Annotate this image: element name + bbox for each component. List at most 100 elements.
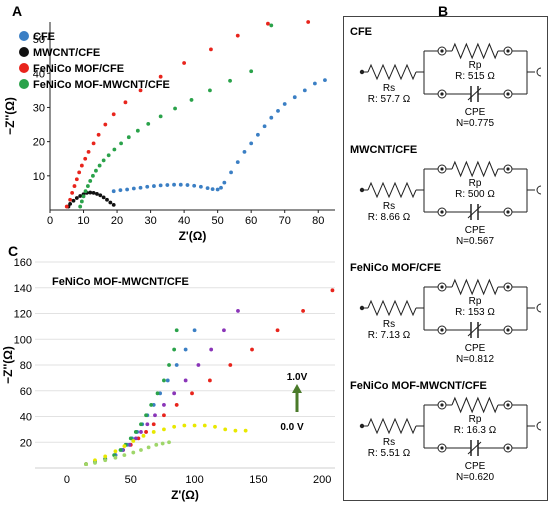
data-point-c-4 — [122, 444, 127, 449]
cpe-n-value-2: N=0.812 — [456, 354, 495, 365]
data-point-a-2 — [79, 163, 84, 168]
terminal-right-3 — [536, 421, 542, 431]
y-tick-label-a: 30 — [33, 102, 45, 114]
data-point-a-0 — [235, 160, 240, 165]
data-point-a-2 — [158, 74, 163, 79]
y-tick-label-c: 60 — [20, 386, 32, 398]
rp-value-3: R: 16.3 Ω — [454, 425, 497, 436]
data-point-a-1 — [95, 192, 99, 196]
node-1-dot — [506, 210, 510, 214]
data-point-a-1 — [88, 190, 93, 195]
data-point-a-0 — [192, 183, 197, 188]
rs-value-1: R: 8.66 Ω — [368, 212, 411, 223]
legend-label-a-0: CFE — [33, 31, 55, 43]
y-tick-label-a: 40 — [33, 68, 45, 80]
y-tick-label-c: 20 — [20, 437, 32, 449]
node-1-dot — [440, 167, 444, 171]
data-point-a-3 — [189, 98, 194, 102]
data-point-a-0 — [145, 184, 150, 189]
data-point-c-1 — [139, 430, 143, 434]
data-point-c-3 — [144, 413, 148, 418]
data-point-c-0 — [301, 309, 305, 313]
data-point-c-5 — [131, 450, 136, 455]
data-point-a-3 — [91, 173, 95, 178]
panel-letter-b: B — [438, 3, 449, 19]
cpe-n-value-3: N=0.620 — [456, 472, 495, 483]
data-point-a-1 — [105, 197, 109, 202]
data-point-a-0 — [312, 81, 317, 86]
arrow-bottom-label: 0.0 V — [280, 422, 304, 433]
data-point-c-5 — [146, 445, 151, 450]
data-point-a-2 — [182, 61, 187, 65]
rs-label-2: Rs — [383, 319, 395, 330]
data-point-c-3 — [172, 347, 177, 352]
data-point-a-0 — [172, 182, 176, 187]
y-tick-label-a: 10 — [33, 171, 45, 183]
data-point-c-1 — [162, 403, 166, 407]
data-point-a-1 — [74, 196, 79, 200]
data-point-c-4 — [172, 424, 177, 429]
data-point-a-3 — [94, 168, 98, 173]
x-tick-label-a: 80 — [312, 215, 324, 227]
data-point-a-0 — [165, 183, 170, 187]
node-3-dot — [506, 403, 510, 407]
rp-resistor-2 — [451, 278, 499, 296]
x-tick-label-a: 50 — [212, 215, 224, 227]
data-point-a-3 — [112, 147, 117, 152]
rp-resistor-1 — [451, 160, 499, 178]
data-point-a-0 — [219, 185, 223, 190]
data-point-c-1 — [145, 422, 150, 427]
legend-marker-a-0 — [19, 31, 29, 41]
data-point-c-4 — [141, 433, 146, 438]
y-axis-label-c: −Z''(Ω) — [1, 346, 15, 384]
y-tick-label-a: 20 — [33, 137, 45, 149]
data-point-a-2 — [68, 197, 73, 202]
rp-value-1: R: 500 Ω — [455, 189, 495, 200]
data-point-c-4 — [103, 454, 108, 459]
data-point-a-0 — [282, 102, 287, 106]
cpe-label-3: CPE — [465, 461, 486, 472]
data-point-c-4 — [131, 439, 136, 443]
circuit-title-0: CFE — [350, 26, 372, 38]
data-point-c-3 — [155, 391, 160, 396]
x-tick-label-a: 30 — [144, 215, 156, 227]
data-point-c-4 — [162, 427, 166, 432]
node-1-dot — [440, 210, 444, 214]
data-point-a-3 — [135, 128, 140, 133]
data-point-a-3 — [106, 153, 111, 158]
data-point-c-5 — [139, 448, 143, 452]
data-point-a-0 — [242, 149, 247, 154]
y-tick-label-c: 140 — [14, 283, 32, 295]
legend-label-a-1: MWCNT/CFE — [33, 47, 100, 59]
node-0-dot — [506, 92, 510, 96]
data-point-a-2 — [77, 170, 82, 175]
data-point-c-1 — [236, 309, 240, 313]
data-point-a-3 — [88, 179, 93, 183]
data-point-c-2 — [192, 328, 197, 333]
data-point-a-0 — [178, 182, 183, 187]
terminal-right-2 — [536, 303, 542, 313]
data-point-c-5 — [103, 458, 108, 463]
data-point-a-2 — [123, 100, 128, 105]
data-point-a-0 — [222, 180, 227, 185]
data-point-c-5 — [160, 441, 165, 446]
data-point-a-3 — [126, 135, 131, 140]
cpe-arrow-2 — [467, 323, 482, 337]
data-point-a-0 — [323, 78, 327, 83]
data-point-c-5 — [122, 453, 127, 458]
node-0-dot — [506, 49, 510, 53]
data-point-a-1 — [108, 200, 113, 205]
data-point-a-3 — [81, 194, 86, 199]
data-point-a-0 — [215, 187, 220, 192]
data-point-c-5 — [84, 462, 88, 467]
x-tick-label-c: 200 — [313, 474, 331, 486]
data-point-c-2 — [165, 378, 170, 383]
panel-letter-c: C — [8, 243, 19, 259]
rs-resistor-2 — [367, 299, 417, 317]
node-3-dot — [440, 446, 444, 450]
terminal-right-0 — [536, 67, 542, 77]
data-point-a-2 — [111, 112, 116, 117]
